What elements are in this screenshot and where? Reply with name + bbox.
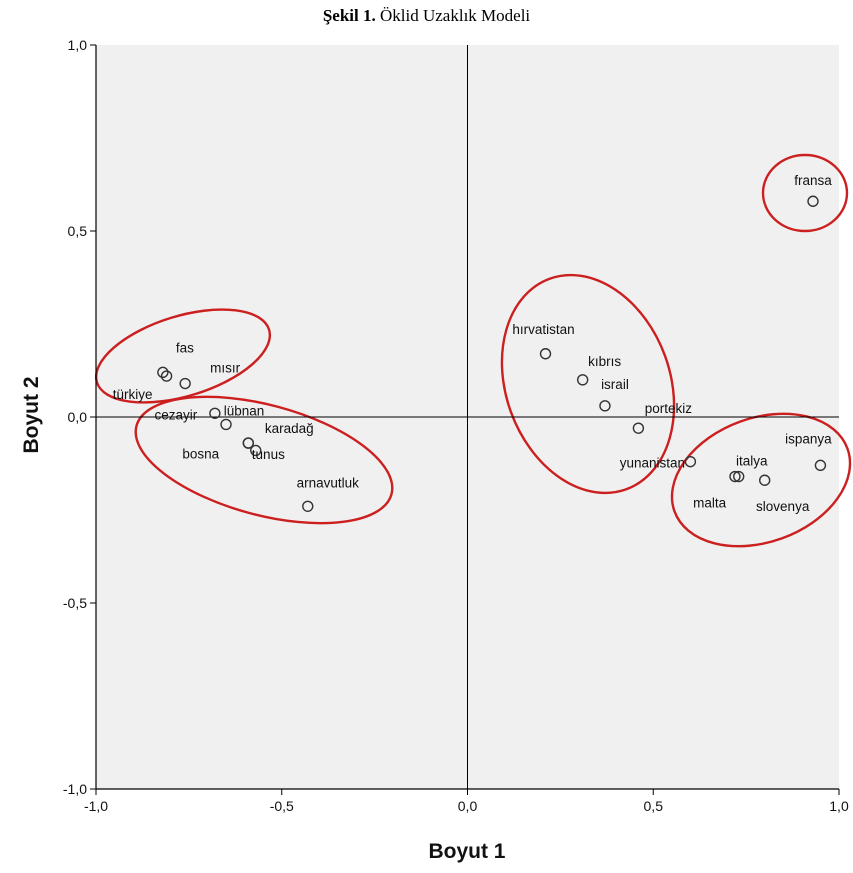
y-tick-label: 0,5 <box>68 223 88 239</box>
data-point <box>599 400 611 412</box>
point-label: portekiz <box>645 401 693 416</box>
y-tick-label: 0,0 <box>68 409 88 425</box>
x-tick-label: -1,0 <box>84 798 108 814</box>
data-point <box>220 418 232 431</box>
data-points <box>157 195 827 512</box>
reference-lines <box>96 45 839 789</box>
chart-caption: Şekil 1. Öklid Uzaklık Modeli <box>0 6 853 26</box>
point-label: fas <box>176 340 194 355</box>
data-point <box>179 377 191 390</box>
data-point <box>729 470 741 483</box>
y-axis-title: Boyut 2 <box>20 376 43 453</box>
data-point <box>160 370 173 382</box>
point-label: mısır <box>210 361 240 376</box>
point-label: kıbrıs <box>588 354 621 369</box>
data-point <box>302 500 314 512</box>
point-label: türkiye <box>113 387 153 402</box>
point-label: hırvatistan <box>512 322 574 337</box>
point-label: ispanya <box>785 431 832 446</box>
x-tick-label: -0,5 <box>270 798 294 814</box>
x-tick-label: 0,0 <box>458 798 478 814</box>
caption-number: Şekil 1. <box>322 6 376 25</box>
y-tick-label: 1,0 <box>68 37 88 53</box>
point-label: cezayir <box>154 407 197 422</box>
data-point <box>632 422 645 434</box>
data-point <box>807 195 819 207</box>
data-point <box>539 348 552 360</box>
group-ellipse <box>761 153 849 233</box>
data-point <box>684 455 697 468</box>
point-label: arnavutluk <box>297 475 360 490</box>
point-label: fransa <box>794 173 832 188</box>
group-ellipse <box>94 308 272 404</box>
point-label: malta <box>693 496 727 511</box>
data-point <box>242 437 255 449</box>
axes: -1,0 -0,5 0,0 0,5 1,0 -1,0 -0,5 0,0 0,5 1,0 <box>63 37 849 814</box>
point-label: slovenya <box>756 499 810 514</box>
group-ellipse <box>134 395 394 525</box>
point-label: israil <box>601 377 629 392</box>
point-label: yunanistan <box>620 456 685 471</box>
highlight-ellipses <box>94 153 852 548</box>
point-label: karadağ <box>265 421 314 436</box>
data-point <box>250 444 262 457</box>
y-tick-label: -0,5 <box>63 595 87 611</box>
point-label: lübnan <box>224 403 265 418</box>
data-point <box>732 470 745 483</box>
data-point <box>576 374 589 386</box>
caption-text: Öklid Uzaklık Modeli <box>380 6 531 25</box>
group-ellipse <box>500 273 676 495</box>
data-point <box>814 459 827 472</box>
data-point <box>157 366 169 379</box>
x-tick-label: 0,5 <box>644 798 664 814</box>
data-point <box>759 474 771 486</box>
point-label: bosna <box>182 446 219 461</box>
group-ellipse <box>670 412 852 548</box>
x-axis-title: Boyut 1 <box>428 840 505 863</box>
x-tick-label: 1,0 <box>829 798 849 814</box>
point-label: tunus <box>252 447 285 462</box>
point-label: italya <box>736 454 768 469</box>
y-tick-label: -1,0 <box>63 781 87 797</box>
data-point <box>209 407 221 419</box>
